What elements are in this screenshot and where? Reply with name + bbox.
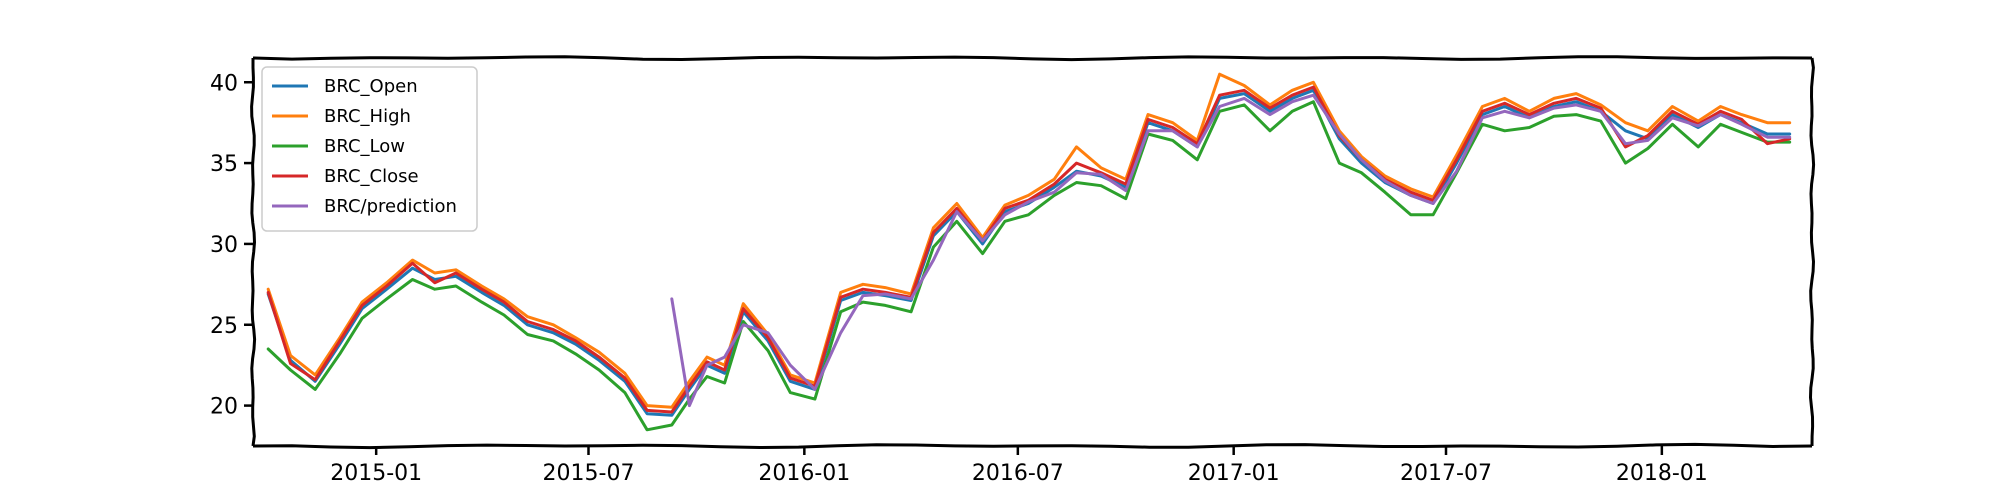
x-tick-label: 2017-07 (1400, 461, 1492, 486)
legend-label-brc-close: BRC_Close (324, 166, 419, 187)
series-line-brc-prediction (670, 93, 1792, 408)
legend-box (261, 66, 478, 232)
axis-right-spine (1808, 57, 1816, 447)
x-tick-label: 2016-07 (972, 461, 1064, 486)
plot-area (266, 72, 1792, 432)
legend-label-brc-low: BRC_Low (324, 136, 405, 157)
series-line-brc-low (266, 100, 1792, 432)
legend: BRC_Open BRC_High BRC_Low BRC_Close BRC/pred… (261, 66, 478, 232)
series-line-brc-close (266, 85, 1792, 414)
y-tick-label: 20 (210, 395, 238, 420)
y-tick-label: 40 (210, 71, 238, 96)
x-tick-label: 2017-01 (1188, 461, 1280, 486)
legend-label-brc-prediction: BRC/prediction (324, 196, 457, 217)
x-tick-label: 2018-01 (1616, 461, 1708, 486)
legend-label-brc-high: BRC_High (324, 106, 411, 127)
series-line-brc-high (266, 72, 1792, 409)
y-tick-label: 25 (210, 314, 238, 339)
axis-bottom-spine (252, 442, 1813, 450)
y-tick-label: 35 (210, 152, 238, 177)
legend-label-brc-open: BRC_Open (324, 76, 418, 97)
x-tick-label: 2016-01 (758, 461, 850, 486)
x-tick-label: 2015-07 (543, 461, 635, 486)
axis-top-spine (252, 55, 1813, 62)
y-tick-label: 30 (210, 233, 238, 258)
axis-left-spine (250, 58, 257, 447)
x-tick-label: 2015-01 (330, 461, 422, 486)
axes-frame: 20 25 30 35 40 2015-01 2015-07 2016-01 2016-07 20… (210, 55, 1816, 486)
series-line-brc-open (266, 88, 1792, 417)
